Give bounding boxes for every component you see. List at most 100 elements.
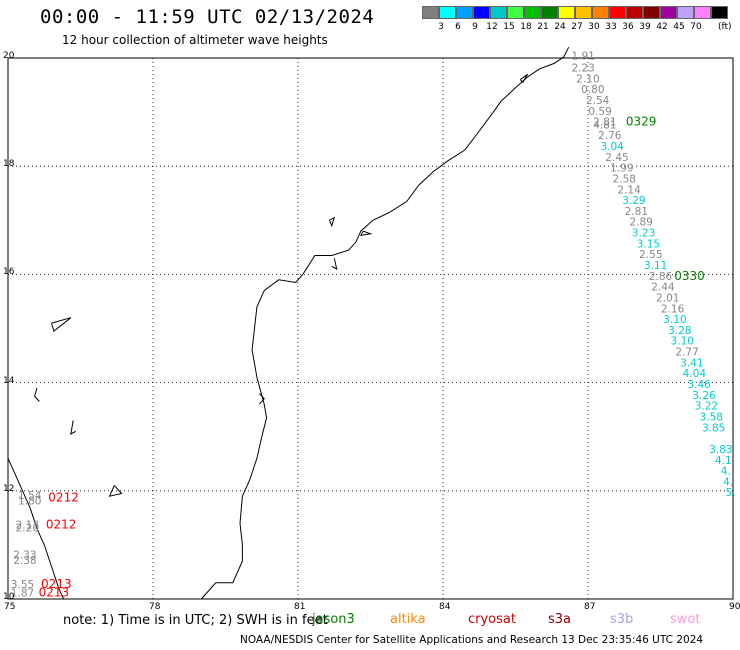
y-tick-label: 14 xyxy=(3,375,15,386)
island-outline xyxy=(108,485,123,497)
x-tick-label: 81 xyxy=(294,602,306,612)
colorbar-swatch xyxy=(490,6,507,19)
wave-height-value: 2.77 xyxy=(675,347,698,359)
colorbar-swatch xyxy=(592,6,609,19)
wave-height-value: 3.22 xyxy=(695,401,718,413)
island-outline xyxy=(34,387,40,402)
island-outline xyxy=(70,420,76,435)
wave-height-value: 1.54 xyxy=(18,490,42,502)
colorbar-tick-label: 45 xyxy=(673,22,685,32)
colorbar-tick-label: 36 xyxy=(622,22,634,32)
colorbar-tick-label: 70 xyxy=(690,22,702,32)
colorbar-swatch xyxy=(609,6,626,19)
colorbar-tick-label: 27 xyxy=(571,22,583,32)
wave-height-value: 2.86 xyxy=(649,271,673,283)
island-outline xyxy=(328,216,336,228)
y-tick-label: 10 xyxy=(3,592,15,602)
wave-height-value: 3.23 xyxy=(632,228,655,240)
pass-time-label: 0213 xyxy=(41,577,72,591)
wave-height-value: 4. xyxy=(721,466,731,478)
colorbar-swatch xyxy=(626,6,643,19)
pass-time-label: 0330 xyxy=(674,269,705,283)
satellite-label-s3a: s3a xyxy=(548,612,572,627)
y-tick-label: 16 xyxy=(3,267,15,278)
colorbar-unit: (ft) xyxy=(718,22,732,32)
wave-height-value: 4. xyxy=(723,476,733,488)
coastline xyxy=(200,46,570,600)
island-outline xyxy=(51,317,72,333)
coastline xyxy=(7,458,65,600)
satellite-label-jason3: jason3 xyxy=(312,612,355,627)
wave-height-value: 4.81 xyxy=(593,119,616,131)
colorbar-swatch xyxy=(677,6,694,19)
wave-height-value: 3.29 xyxy=(622,195,645,207)
map-subtitle: 12 hour collection of altimeter wave hei… xyxy=(62,33,328,47)
colorbar-swatch xyxy=(473,6,490,19)
x-tick-label: 90 xyxy=(729,602,740,612)
wave-height-value: 4.1 xyxy=(715,455,732,467)
wave-height-value: 2.23 xyxy=(571,63,594,75)
colorbar-swatch xyxy=(558,6,575,19)
wave-height-value: 2.45 xyxy=(605,152,628,164)
colorbar-tick-label: 24 xyxy=(554,22,566,32)
colorbar-swatch xyxy=(507,6,524,19)
wave-height-value: 3.15 xyxy=(637,238,660,250)
wave-height-value: 0.59 xyxy=(588,106,611,118)
wave-height-value: 2.13 xyxy=(16,520,39,532)
island-outline xyxy=(258,393,265,405)
wave-height-value: 3.58 xyxy=(700,411,723,423)
pass-time-label: 0212 xyxy=(46,518,77,532)
satellite-label-swot: swot xyxy=(670,612,701,627)
wave-height-value: 3.41 xyxy=(680,357,703,369)
wave-height-value: 4.04 xyxy=(683,368,707,380)
wave-height-value: 3.10 xyxy=(663,314,686,326)
wave-height-value: 2.10 xyxy=(576,73,599,85)
colorbar-tick-label: 12 xyxy=(486,22,498,32)
wave-height-value: 2.01 xyxy=(656,292,679,304)
y-tick-label: 18 xyxy=(3,159,15,170)
x-tick-label: 78 xyxy=(149,602,161,612)
credit-line: NOAA/NESDIS Center for Satellite Applica… xyxy=(240,634,704,646)
x-tick-label: 75 xyxy=(4,602,16,612)
colorbar-tick-label: 39 xyxy=(639,22,651,32)
wave-height-value: 5. xyxy=(726,487,736,499)
wave-height-value: 2.20 xyxy=(16,522,39,534)
pass-time-label: 0212 xyxy=(48,491,79,505)
wave-height-value: 2.14 xyxy=(617,184,641,196)
wave-height-value: 1.91 xyxy=(571,51,594,63)
colorbar-tick-label: 6 xyxy=(455,22,461,32)
colorbar-swatch xyxy=(711,6,728,19)
pass-time-label: 0329 xyxy=(626,115,657,129)
x-tick-label: 87 xyxy=(584,602,596,612)
colorbar-tick-label: 33 xyxy=(605,22,617,32)
colorbar-swatch xyxy=(439,6,456,19)
colorbar-tick-label: 42 xyxy=(656,22,668,32)
x-tick-label: 84 xyxy=(439,602,451,612)
wave-height-value: 2.58 xyxy=(613,173,636,185)
wave-height-value: 2.81 xyxy=(625,206,648,218)
y-tick-label: 20 xyxy=(3,51,15,61)
wave-height-value: 3.83 xyxy=(709,444,732,456)
wave-height-value: 3.11 xyxy=(644,260,667,272)
satellite-label-altika: altika xyxy=(390,612,426,627)
wave-height-value: 2.16 xyxy=(661,303,685,315)
wave-height-value: 3.46 xyxy=(687,379,711,391)
wave-height-value: 3.04 xyxy=(600,141,624,153)
map-title: 00:00 - 11:59 UTC 02/13/2024 xyxy=(40,6,375,28)
island-outline xyxy=(519,73,529,84)
wave-height-value: 2.55 xyxy=(639,249,662,261)
colorbar-tick-label: 30 xyxy=(588,22,600,32)
wave-height-value: 2.33 xyxy=(13,549,36,561)
colorbar-swatch xyxy=(643,6,660,19)
island-outline xyxy=(331,258,338,270)
colorbar-swatch xyxy=(422,6,439,19)
island-outline xyxy=(359,230,373,237)
wave-height-value: 2.81 xyxy=(593,117,616,129)
satellite-label-cryosat: cryosat xyxy=(468,612,516,627)
wave-height-value: 2.76 xyxy=(598,130,622,142)
pass-time-label: 0213 xyxy=(39,585,70,599)
wave-height-value: 3.10 xyxy=(671,336,694,348)
wave-height-value: 1.99 xyxy=(610,163,633,175)
colorbar-swatch xyxy=(660,6,677,19)
